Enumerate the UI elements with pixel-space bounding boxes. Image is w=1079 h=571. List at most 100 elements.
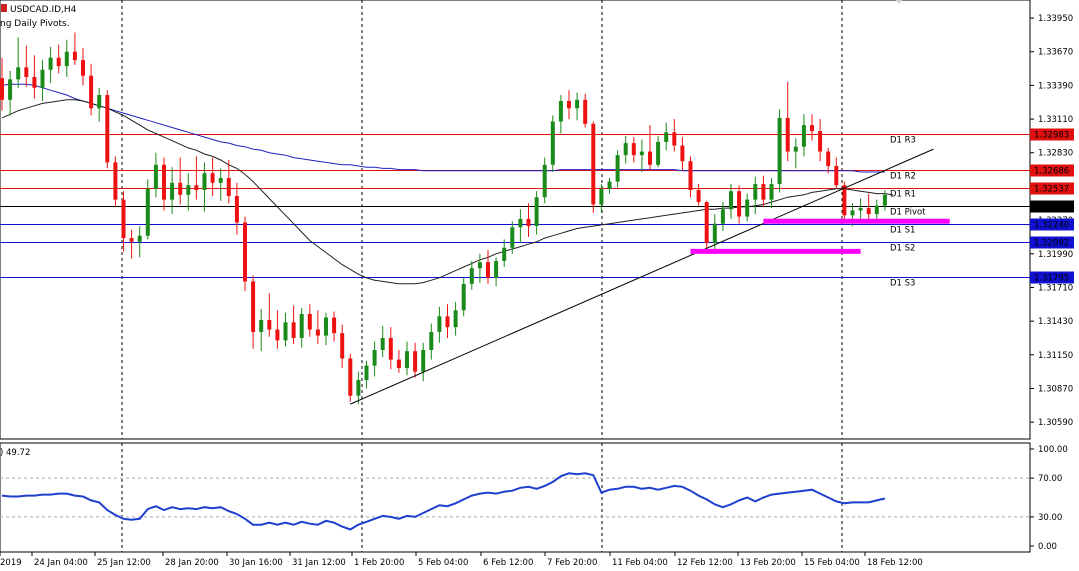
rsi-tick-label: 0.00 [1038,542,1057,552]
candle-body [850,210,855,216]
time-tick-label: 2019 [0,558,22,568]
candle [0,57,4,111]
candle-body [801,125,806,147]
candle [753,176,758,215]
candle-body [769,184,774,200]
candle [194,156,199,200]
candle [8,70,13,116]
price-tick-label: 1.30590 [1038,418,1073,428]
candle-body [534,197,539,227]
candle [818,119,823,162]
candle-body [882,194,887,206]
candle [477,253,482,283]
candle [858,198,863,222]
candle-body [712,223,717,243]
candle [388,327,393,370]
candle [510,221,515,254]
candle [429,323,434,360]
fast-moving-average-line [1,99,894,285]
candle [810,114,814,141]
candle-body [680,145,685,162]
candle [518,209,523,243]
candle-body [558,101,563,122]
candle [89,63,94,116]
candle-body [315,329,320,336]
candle [826,147,831,174]
candle [801,114,806,157]
candle-body [64,51,69,67]
pivot-price-label: 1.32537 [1034,185,1069,195]
candle [737,185,742,224]
candle-body [469,268,474,284]
time-tick-label: 7 Feb 20:00 [547,558,597,568]
candle [291,305,296,344]
candle-body [623,143,628,156]
candle-body [234,196,239,223]
pivot-price-label: 1.32983 [1034,131,1069,141]
candle [866,193,871,219]
candle-body [251,281,256,332]
candle [599,184,604,213]
candle [729,184,733,219]
time-tick-label: 5 Feb 04:00 [418,558,468,568]
candle [437,306,442,343]
candle-body [818,131,823,152]
candle [170,167,175,215]
candle-body [429,331,434,350]
candle [332,311,337,342]
candle-body [567,101,571,109]
candle-body [696,190,701,203]
candle-body [113,162,118,200]
candle-body [461,283,466,311]
candle [48,46,53,83]
candle [307,304,312,337]
candle [761,175,766,207]
candle [688,156,693,198]
candle-body [178,182,183,195]
price-tick-label: 1.33110 [1038,115,1073,125]
candle-body [664,132,669,142]
price-tick-label: 1.30870 [1038,384,1073,394]
candle [720,202,725,231]
candle [324,312,328,346]
candle [672,119,677,152]
candle-body [672,132,677,146]
candle-body [145,188,150,236]
symbol-label: USDCAD.ID,H4 [10,5,77,15]
candle-body [32,76,37,88]
candle-body [194,185,199,191]
candle-body [218,178,223,183]
candle [315,310,320,344]
candle [162,157,166,211]
candle-body [720,209,725,224]
candle-body [445,316,450,328]
candle-body [583,99,588,124]
candle-body [704,202,709,243]
candle-body [777,117,782,185]
candle [453,301,458,336]
candle-body [299,313,304,338]
candle-body [129,238,134,242]
trendline[interactable] [350,148,934,405]
candle-body [421,349,426,372]
candle [202,162,207,212]
candle [486,250,490,284]
candle [583,93,588,128]
candle-body [810,125,814,132]
pivot-price-label: 1.32240 [1034,221,1069,231]
candle-body [842,185,847,216]
candle [218,168,223,201]
time-tick-label: 24 Jan 04:00 [34,558,88,568]
pivot-price-tag [1030,271,1074,284]
candle-body [477,262,482,269]
candle-body [24,67,29,77]
candle-body [226,178,231,197]
candle-body [267,319,272,330]
candle [534,191,539,235]
candle [591,121,596,213]
time-tick-label: 11 Feb 04:00 [612,558,668,568]
time-tick-label: 28 Jan 20:00 [165,558,219,568]
candle [40,60,45,102]
candle-body [396,359,401,369]
